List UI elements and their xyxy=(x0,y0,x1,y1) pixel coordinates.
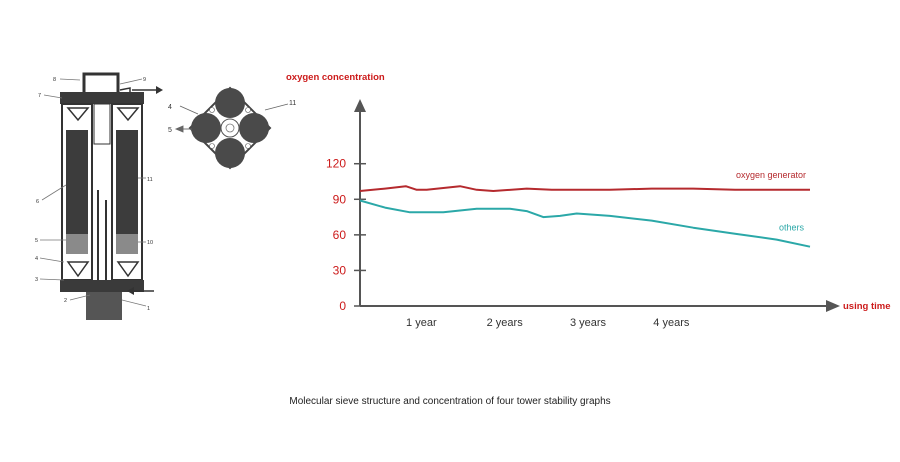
top-view-tower-top xyxy=(215,88,245,118)
chart-series: oxygen generator others xyxy=(359,170,811,248)
series-line-oxygen-generator xyxy=(359,185,810,192)
y-tick-label: 30 xyxy=(333,263,347,277)
y-tick-label: 60 xyxy=(333,228,347,242)
right-tower-sieve xyxy=(116,130,138,234)
left-tower-sieve xyxy=(66,130,88,234)
series-label: oxygen generator xyxy=(736,170,806,180)
y-tick-label: 0 xyxy=(339,299,346,313)
y-axis-arrowhead xyxy=(354,99,366,112)
callout-11: 11 xyxy=(147,177,153,183)
top-cap xyxy=(60,92,144,104)
y-tick-label: 120 xyxy=(326,157,346,171)
center-tube xyxy=(93,103,111,145)
top-view-callout-5: 5 xyxy=(168,127,172,134)
top-view-center xyxy=(220,118,240,138)
valve-block xyxy=(86,292,122,320)
top-view-tower-left xyxy=(191,113,221,143)
callout-9: 9 xyxy=(143,77,146,83)
x-category-label: 2 years xyxy=(487,317,524,329)
chart-axes xyxy=(354,99,840,312)
x-axis-arrowhead xyxy=(826,300,840,312)
y-tick-label: 90 xyxy=(333,192,347,206)
x-ticks: 1 year 2 years 3 years 4 years xyxy=(406,317,690,329)
callout-8: 8 xyxy=(53,77,56,83)
figure-caption: Molecular sieve structure and concentrat… xyxy=(289,396,611,407)
left-tower-filter xyxy=(66,234,88,254)
callout-3: 3 xyxy=(35,277,38,283)
right-tower-filter xyxy=(116,234,138,254)
series-line-others xyxy=(359,199,811,248)
top-view-tower-bottom xyxy=(215,138,245,168)
callout-1: 1 xyxy=(147,306,150,312)
callout-5: 5 xyxy=(35,238,38,244)
x-category-label: 4 years xyxy=(653,317,690,329)
top-view-tower-right xyxy=(239,113,269,143)
x-category-label: 3 years xyxy=(570,317,607,329)
top-view-cross-section xyxy=(188,86,272,170)
y-axis-label: oxygen concentration xyxy=(286,72,385,83)
y-ticks: 0 30 60 90 120 xyxy=(326,157,366,313)
base-plate xyxy=(60,280,144,292)
x-category-label: 1 year xyxy=(406,317,437,329)
molecular-sieve-diagram: 8 9 7 6 11 5 10 4 3 2 1 4 5 11 xyxy=(35,72,296,320)
callout-10: 10 xyxy=(147,240,153,246)
x-axis-label: using time xyxy=(843,301,891,312)
callout-6: 6 xyxy=(36,199,39,205)
top-view-callout-11: 11 xyxy=(289,100,296,107)
series-label: others xyxy=(779,223,805,233)
callout-7: 7 xyxy=(38,93,41,99)
top-pipe xyxy=(82,72,120,92)
callout-4: 4 xyxy=(35,256,38,262)
top-view-callout-4: 4 xyxy=(168,104,172,111)
callout-2: 2 xyxy=(64,298,67,304)
